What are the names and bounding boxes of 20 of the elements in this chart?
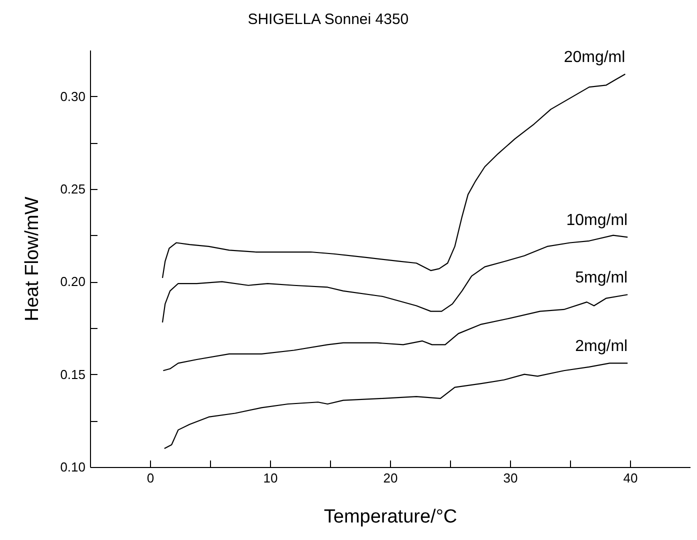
series-label: 20mg/ml	[564, 49, 626, 66]
line-series	[162, 234, 628, 323]
x-tick-label: 10	[263, 470, 278, 486]
series-label: 5mg/ml	[575, 270, 628, 287]
series-label: 10mg/ml	[566, 212, 628, 230]
line-series	[164, 362, 628, 450]
y-axis-title: Heat Flow/mW	[22, 196, 44, 322]
x-tick-label: 20	[383, 470, 398, 486]
x-tick-label: 30	[503, 470, 518, 486]
x-tick-label: 0	[146, 470, 154, 486]
y-tick-label: 0.20	[60, 274, 86, 290]
y-tick-label: 0.25	[60, 182, 86, 196]
y-tick-label: 0.10	[60, 460, 86, 474]
y-tick-label: 0.30	[60, 88, 86, 104]
series-label: 2mg/ml	[575, 338, 628, 356]
y-tick-label: 0.15	[60, 366, 86, 382]
line-series	[162, 294, 628, 372]
x-tick-label: 40	[623, 470, 638, 486]
chart-title: SHIGELLA Sonnei 4350	[248, 11, 409, 28]
x-axis-title: Temperature/°C	[324, 506, 458, 528]
